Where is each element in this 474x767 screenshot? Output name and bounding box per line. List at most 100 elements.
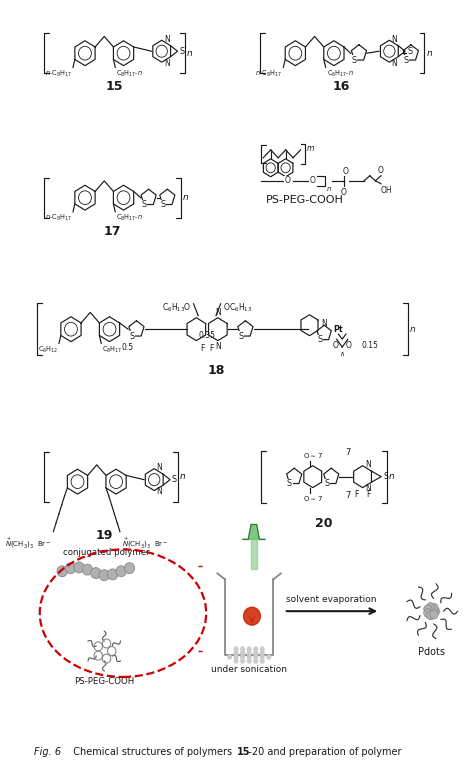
Circle shape <box>234 651 238 655</box>
Text: 15: 15 <box>106 80 124 93</box>
Circle shape <box>247 659 251 663</box>
Text: C$_8$H$_{17}$-$n$: C$_8$H$_{17}$-$n$ <box>116 68 143 78</box>
Text: N: N <box>365 460 371 469</box>
Text: S: S <box>129 331 134 341</box>
Text: N: N <box>156 487 162 496</box>
Text: 7: 7 <box>346 491 351 499</box>
Text: O$\sim$7: O$\sim$7 <box>303 494 323 502</box>
Text: C$_6$H$_{13}$O: C$_6$H$_{13}$O <box>162 301 191 314</box>
Text: O: O <box>284 176 291 186</box>
Circle shape <box>430 610 438 619</box>
Text: 15: 15 <box>237 746 251 756</box>
Circle shape <box>260 651 264 655</box>
Text: O: O <box>378 166 384 175</box>
Text: S: S <box>317 335 322 344</box>
Text: Pdots: Pdots <box>418 647 445 657</box>
Text: m: m <box>307 144 315 153</box>
Text: Fig. 6: Fig. 6 <box>34 746 61 756</box>
Circle shape <box>82 565 92 575</box>
Circle shape <box>260 647 264 651</box>
Circle shape <box>427 603 435 611</box>
Text: N: N <box>392 59 397 67</box>
Text: S: S <box>238 331 243 341</box>
Text: S: S <box>383 472 388 481</box>
Text: 0.5: 0.5 <box>121 343 134 352</box>
Text: $\wedge$: $\wedge$ <box>339 349 345 358</box>
Circle shape <box>424 608 432 617</box>
Text: N: N <box>164 35 170 44</box>
Text: $\overset{+}{N}$(CH$_3$)$_3$  Br$^-$: $\overset{+}{N}$(CH$_3$)$_3$ Br$^-$ <box>122 535 168 551</box>
Text: C$_8$H$_{17}$-$n$: C$_8$H$_{17}$-$n$ <box>116 213 143 223</box>
Circle shape <box>65 563 76 574</box>
Circle shape <box>234 647 238 651</box>
Text: $n$-C$_8$H$_{17}$: $n$-C$_8$H$_{17}$ <box>45 213 72 223</box>
Text: O: O <box>346 341 352 351</box>
Circle shape <box>247 647 251 651</box>
Text: n: n <box>389 472 394 481</box>
Circle shape <box>234 655 238 659</box>
Text: F: F <box>355 489 359 499</box>
Text: $\overset{+}{N}$(CH$_3$)$_3$  Br$^-$: $\overset{+}{N}$(CH$_3$)$_3$ Br$^-$ <box>5 535 52 551</box>
Circle shape <box>99 570 109 581</box>
Text: S: S <box>404 55 409 64</box>
Text: OH: OH <box>381 186 392 195</box>
Circle shape <box>124 563 135 574</box>
Circle shape <box>431 607 439 616</box>
Circle shape <box>260 659 264 663</box>
Text: PS-PEG-COOH: PS-PEG-COOH <box>266 195 344 205</box>
Text: S: S <box>180 47 184 56</box>
Text: 0.35: 0.35 <box>199 331 216 341</box>
Text: N: N <box>392 35 397 44</box>
Text: 18: 18 <box>208 364 225 377</box>
Text: 19: 19 <box>96 529 113 542</box>
Text: OC$_6$H$_{13}$: OC$_6$H$_{13}$ <box>222 301 252 314</box>
Text: C$_8$H$_{17}$: C$_8$H$_{17}$ <box>102 344 123 354</box>
Text: n: n <box>187 48 193 58</box>
Circle shape <box>430 604 438 612</box>
Text: N: N <box>321 319 327 328</box>
Circle shape <box>254 655 257 659</box>
Text: 17: 17 <box>104 225 121 238</box>
Circle shape <box>254 651 257 655</box>
Circle shape <box>424 605 432 614</box>
Polygon shape <box>243 525 265 539</box>
Text: O: O <box>333 341 338 351</box>
Text: n: n <box>183 193 189 202</box>
Circle shape <box>244 607 260 625</box>
Circle shape <box>241 651 245 655</box>
Text: O: O <box>341 188 346 196</box>
Text: N: N <box>164 59 170 67</box>
Text: O: O <box>343 166 348 176</box>
Circle shape <box>116 566 126 577</box>
Circle shape <box>241 659 245 663</box>
Circle shape <box>254 647 257 651</box>
Text: Chemical structures of polymers: Chemical structures of polymers <box>67 746 235 756</box>
Circle shape <box>260 655 264 659</box>
Text: Pt: Pt <box>333 324 343 334</box>
Circle shape <box>228 655 231 659</box>
Text: O: O <box>310 176 316 186</box>
Circle shape <box>57 566 67 577</box>
Text: O$\sim$7: O$\sim$7 <box>303 451 323 459</box>
Text: 7: 7 <box>346 448 351 457</box>
Text: under sonication: under sonication <box>211 665 287 674</box>
Text: C$_6$H$_{17}$-$n$: C$_6$H$_{17}$-$n$ <box>327 68 354 78</box>
Text: N: N <box>215 308 221 317</box>
Circle shape <box>241 655 245 659</box>
Text: $n$-C$_8$H$_{17}$: $n$-C$_8$H$_{17}$ <box>255 68 283 78</box>
Text: N: N <box>365 484 371 493</box>
Text: S: S <box>287 479 292 488</box>
Text: S: S <box>352 55 357 64</box>
Text: C$_6$H$_{12}$: C$_6$H$_{12}$ <box>37 344 58 354</box>
Text: n: n <box>426 48 432 58</box>
Text: PS-PEG-COOH: PS-PEG-COOH <box>74 677 135 686</box>
Text: F: F <box>200 344 205 353</box>
Text: F: F <box>366 489 371 499</box>
Text: 0.15: 0.15 <box>361 341 378 351</box>
Circle shape <box>247 651 251 655</box>
Circle shape <box>267 655 271 659</box>
Circle shape <box>241 647 245 651</box>
Text: S: S <box>141 200 146 209</box>
Text: S: S <box>324 479 329 488</box>
Text: F: F <box>210 344 214 353</box>
